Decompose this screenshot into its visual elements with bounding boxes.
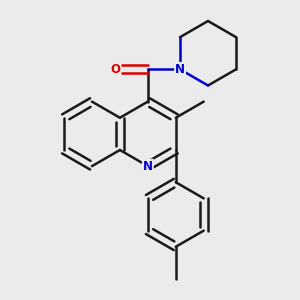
Text: O: O xyxy=(111,63,121,76)
Text: N: N xyxy=(143,160,153,172)
Text: N: N xyxy=(175,63,185,76)
